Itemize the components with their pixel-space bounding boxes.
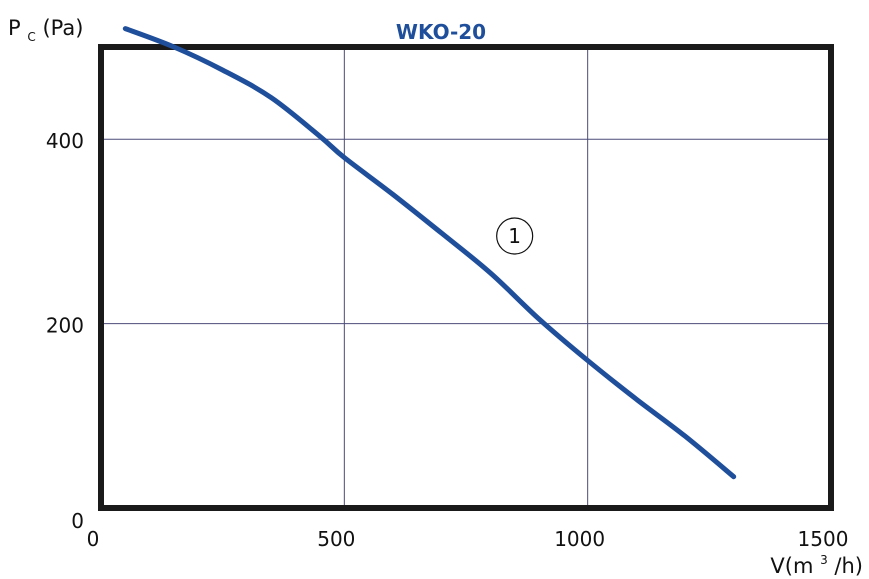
y-tick-labels: 0 200 400	[46, 129, 84, 533]
x-tick-label-500: 500	[317, 527, 355, 551]
x-tick-label-0: 0	[87, 527, 100, 551]
x-tick-label-1000: 1000	[554, 527, 605, 551]
y-axis-label-main: P	[8, 16, 21, 40]
series-label-1: 1	[496, 217, 534, 255]
series-line-1	[122, 26, 737, 480]
y-axis-label-subscript: C	[27, 30, 35, 44]
chart-title: WKO-20	[396, 20, 486, 44]
y-axis-label-rest: (Pa)	[42, 16, 83, 40]
y-axis-label: P C (Pa)	[8, 16, 83, 46]
y-tick-label-400: 400	[46, 129, 84, 153]
x-tick-label-1500: 1500	[798, 527, 849, 551]
y-tick-label-0: 0	[71, 509, 84, 533]
grid-lines	[101, 47, 831, 508]
y-tick-label-200: 200	[46, 314, 84, 338]
plot-frame	[98, 44, 834, 511]
x-axis-label: V(m 3 /h)	[770, 545, 863, 578]
x-axis-label-main: V(m	[770, 554, 813, 578]
series-label-text: 1	[508, 224, 521, 248]
series-label-circle	[496, 217, 534, 255]
x-tick-labels: 0 500 1000 1500	[87, 527, 849, 551]
x-axis-label-rest: /h)	[834, 554, 863, 578]
x-axis-label-superscript: 3	[820, 553, 828, 567]
